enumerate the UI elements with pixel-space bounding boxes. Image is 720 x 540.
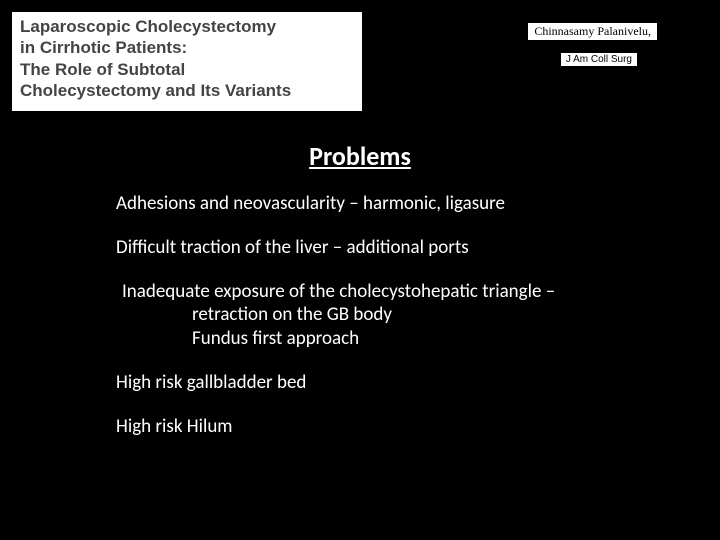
paper-title-box: Laparoscopic Cholecystectomy in Cirrhoti… (12, 12, 362, 111)
title-line-2: in Cirrhotic Patients: (20, 37, 354, 58)
author-box: Chinnasamy Palanivelu, (527, 22, 658, 41)
problem-4: High risk gallbladder bed (116, 371, 676, 395)
title-line-4: Cholecystectomy and Its Variants (20, 80, 354, 101)
problem-5: High risk Hilum (116, 415, 676, 439)
problem-2: Difficult traction of the liver – additi… (116, 236, 676, 260)
problem-3: Inadequate exposure of the cholecystohep… (116, 280, 676, 351)
problem-3-sub2: Fundus first approach (116, 327, 676, 351)
journal-box: J Am Coll Surg (560, 52, 638, 67)
problem-3-sub1: retraction on the GB body (116, 303, 676, 327)
problem-3-lead: Inadequate exposure of the cholecystohep… (116, 280, 676, 304)
problem-1: Adhesions and neovascularity – harmonic,… (116, 192, 676, 216)
title-line-3: The Role of Subtotal (20, 59, 354, 80)
section-title: Problems (0, 140, 720, 172)
content-area: Adhesions and neovascularity – harmonic,… (116, 192, 676, 458)
title-line-1: Laparoscopic Cholecystectomy (20, 16, 354, 37)
